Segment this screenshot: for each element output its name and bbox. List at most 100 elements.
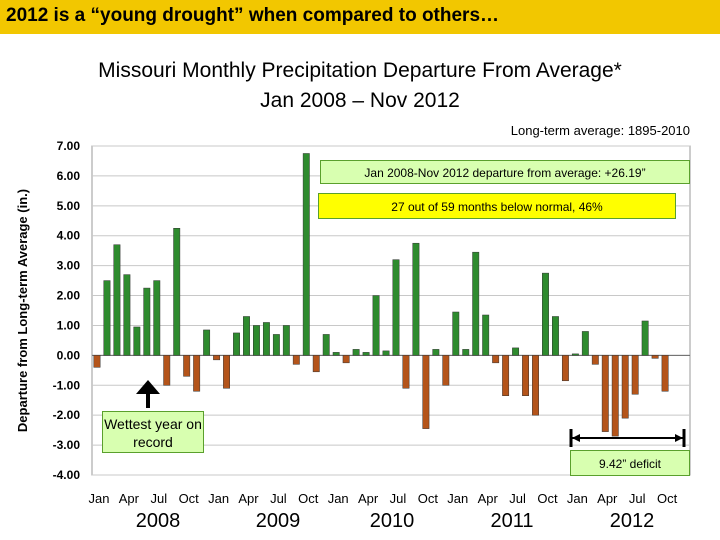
- bar-month: [552, 316, 559, 356]
- x-tick-label: Jul: [509, 491, 526, 506]
- bar-month: [153, 280, 161, 356]
- bar-month: [332, 352, 340, 356]
- x-tick-label: Jan: [567, 491, 588, 506]
- wettest-year-callout: Wettest year on record: [102, 411, 204, 453]
- x-tick-label: Oct: [179, 491, 200, 506]
- bar-month: [561, 355, 569, 382]
- bar-month: [272, 334, 280, 356]
- x-tick-label: Jan: [208, 491, 229, 506]
- bar-month: [502, 355, 510, 396]
- y-tick-label: -3.00: [53, 438, 81, 452]
- bar-month: [621, 355, 629, 419]
- bar-month: [442, 355, 450, 386]
- bar-month: [362, 352, 370, 356]
- bar-month: [133, 326, 141, 356]
- bar-month: [482, 314, 490, 356]
- y-tick-label: -4.00: [53, 468, 81, 482]
- bar-month: [213, 355, 221, 361]
- bar-month: [183, 355, 191, 377]
- bar-month: [532, 355, 539, 416]
- wettest-arrow-head: [136, 380, 160, 394]
- bar-month: [93, 355, 101, 368]
- bar-month: [651, 355, 659, 359]
- headline-banner: 2012 is a “young drought” when compared …: [0, 0, 720, 34]
- bar-month: [601, 355, 609, 432]
- bar-month: [173, 228, 181, 356]
- bar-month: [113, 244, 121, 356]
- bar-month: [462, 349, 470, 356]
- bar-month: [243, 316, 250, 356]
- year-label-2009: 2009: [255, 510, 301, 532]
- bar-month: [402, 355, 410, 389]
- baseline-note: Long-term average: 1895-2010: [510, 123, 690, 138]
- bar-month: [581, 331, 589, 356]
- months-below-callout: 27 out of 59 months below normal, 46%: [318, 193, 676, 219]
- bar-month: [262, 322, 270, 356]
- wettest-year-text: Wettest year on record: [104, 416, 202, 450]
- x-tick-label: Apr: [238, 491, 259, 506]
- bar-month: [641, 320, 649, 356]
- bar-month: [452, 311, 460, 356]
- bar-month: [103, 280, 111, 356]
- y-tick-label: -2.00: [53, 408, 81, 422]
- year-label-2010: 2010: [369, 510, 415, 532]
- x-tick-label: Oct: [418, 491, 439, 506]
- bar-month: [282, 325, 290, 356]
- y-tick-label: -1.00: [53, 378, 81, 392]
- chart-title-line1: Missouri Monthly Precipitation Departure…: [98, 59, 622, 82]
- bar-month: [522, 355, 529, 396]
- y-tick-label: 1.00: [57, 318, 81, 332]
- y-tick-label: 4.00: [57, 229, 81, 243]
- chart-title: Missouri Monthly Precipitation Departure…: [0, 56, 720, 116]
- x-tick-label: Oct: [298, 491, 319, 506]
- bar-month: [372, 295, 380, 356]
- departure-callout-text: Jan 2008-Nov 2012 departure from average…: [364, 166, 646, 180]
- bar-month: [571, 353, 579, 356]
- bar-month: [342, 355, 350, 364]
- y-tick-label: 0.00: [57, 348, 81, 362]
- x-tick-label: Jul: [390, 491, 407, 506]
- headline-text: 2012 is a “young drought” when compared …: [6, 5, 500, 26]
- x-tick-label: Jul: [150, 491, 167, 506]
- bar-month: [253, 325, 260, 356]
- chart-title-line2: Jan 2008 – Nov 2012: [260, 89, 460, 112]
- deficit-arrowhead-right: [675, 434, 683, 442]
- bar-month: [203, 329, 211, 356]
- x-tick-label: Jan: [447, 491, 468, 506]
- months-below-callout-text: 27 out of 59 months below normal, 46%: [391, 200, 603, 214]
- y-tick-label: 7.00: [57, 139, 81, 153]
- departure-callout: Jan 2008-Nov 2012 departure from average…: [320, 160, 690, 184]
- bar-month: [392, 259, 400, 356]
- bar-month: [472, 251, 480, 356]
- bar-month: [542, 272, 549, 356]
- bar-month: [512, 347, 520, 356]
- bar-month: [292, 355, 300, 365]
- x-tick-label: Apr: [358, 491, 379, 506]
- bar-month: [591, 355, 599, 365]
- x-tick-label: Apr: [597, 491, 618, 506]
- y-axis-label: Departure from Long-term Average (in.): [15, 189, 30, 432]
- bar-month: [492, 355, 500, 364]
- bar-month: [631, 355, 639, 395]
- bar-month: [422, 355, 430, 429]
- bar-month: [123, 274, 131, 356]
- y-tick-label: 2.00: [57, 289, 81, 303]
- year-label-2011: 2011: [490, 510, 534, 532]
- x-tick-label: Apr: [478, 491, 499, 506]
- deficit-arrowhead-left: [572, 434, 580, 442]
- bar-month: [661, 355, 669, 392]
- bar-month: [412, 242, 420, 356]
- x-tick-label: Jul: [270, 491, 287, 506]
- bar-month: [611, 355, 619, 437]
- x-tick-label: Jan: [88, 491, 109, 506]
- bar-month: [193, 355, 201, 392]
- x-tick-label: Oct: [537, 491, 558, 506]
- bar-month: [382, 350, 390, 356]
- bar-month: [163, 355, 171, 386]
- year-label-2008: 2008: [135, 510, 181, 532]
- bar-month: [322, 334, 330, 356]
- bar-month: [312, 355, 320, 373]
- x-tick-label: Jul: [629, 491, 646, 506]
- bar-month: [143, 287, 151, 356]
- x-tick-label: Apr: [119, 491, 140, 506]
